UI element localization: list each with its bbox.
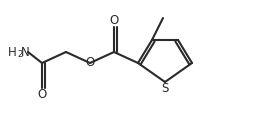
Text: S: S [161,81,169,95]
Text: O: O [109,15,119,27]
Text: O: O [37,87,47,101]
Text: N: N [21,45,29,59]
Text: 2: 2 [17,50,23,59]
Text: O: O [85,57,95,69]
Text: H: H [8,45,17,59]
